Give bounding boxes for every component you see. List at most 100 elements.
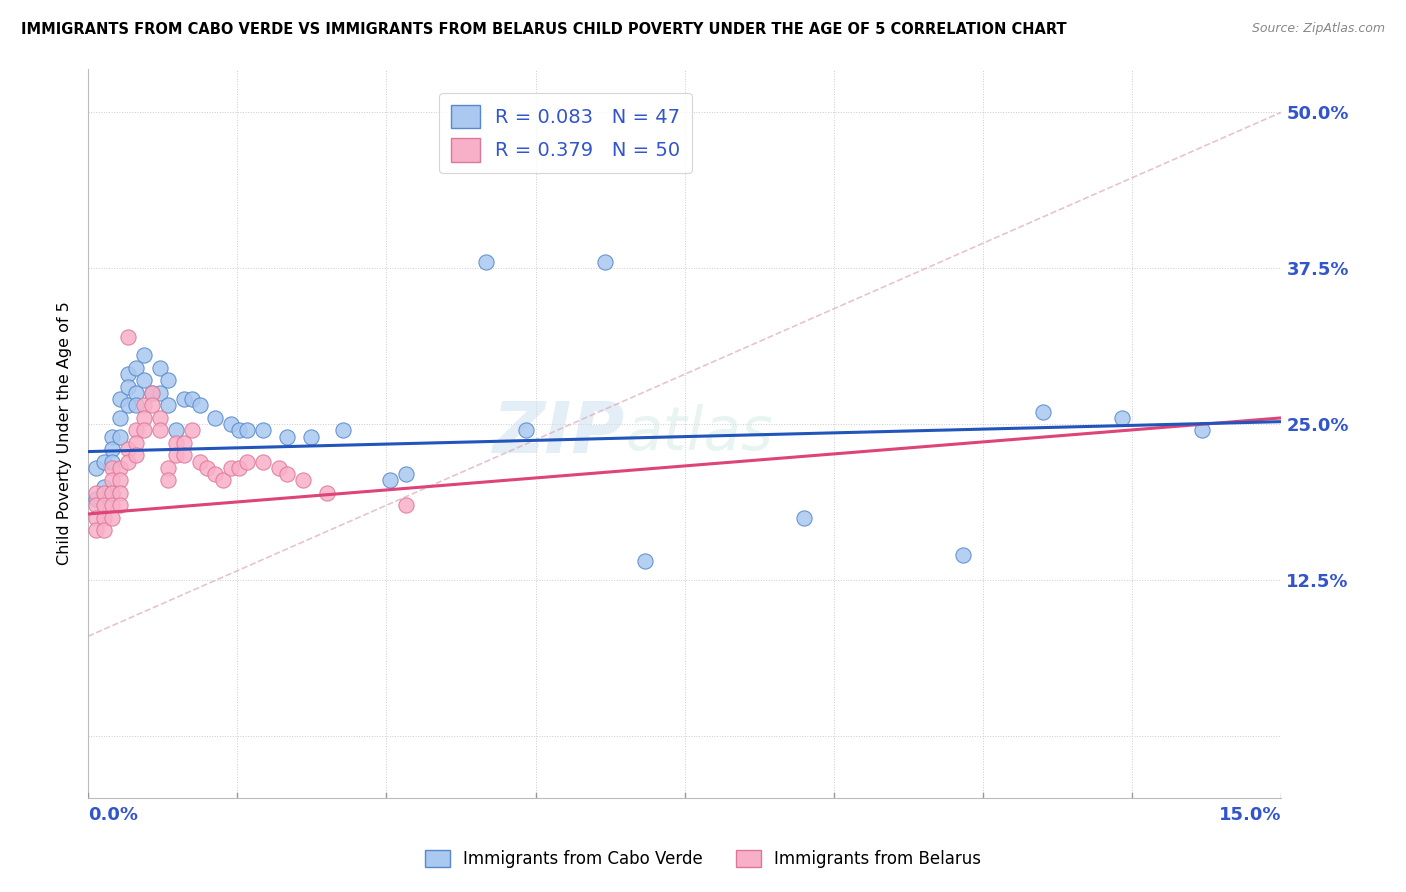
Point — [101, 442, 124, 456]
Text: atlas: atlas — [626, 404, 773, 463]
Point — [141, 398, 163, 412]
Point — [108, 485, 131, 500]
Point — [204, 410, 226, 425]
Text: Source: ZipAtlas.com: Source: ZipAtlas.com — [1251, 22, 1385, 36]
Point — [101, 485, 124, 500]
Point — [93, 479, 115, 493]
Point — [93, 510, 115, 524]
Point — [108, 473, 131, 487]
Point — [952, 548, 974, 562]
Point — [299, 429, 322, 443]
Point — [188, 454, 211, 468]
Point — [84, 491, 107, 506]
Point — [125, 448, 148, 462]
Point — [475, 255, 498, 269]
Point — [276, 429, 298, 443]
Point — [188, 398, 211, 412]
Point — [84, 523, 107, 537]
Text: 15.0%: 15.0% — [1219, 805, 1281, 824]
Point — [125, 423, 148, 437]
Point — [101, 473, 124, 487]
Point — [228, 460, 250, 475]
Point — [108, 460, 131, 475]
Point — [149, 410, 172, 425]
Point — [125, 435, 148, 450]
Point — [380, 473, 402, 487]
Point — [108, 410, 131, 425]
Point — [132, 398, 155, 412]
Point — [149, 361, 172, 376]
Point — [117, 398, 139, 412]
Point — [84, 498, 107, 512]
Point — [132, 349, 155, 363]
Point — [165, 435, 187, 450]
Point — [84, 460, 107, 475]
Point — [117, 442, 139, 456]
Point — [84, 485, 107, 500]
Point — [315, 485, 337, 500]
Point — [1111, 410, 1133, 425]
Text: 0.0%: 0.0% — [89, 805, 138, 824]
Point — [101, 510, 124, 524]
Point — [132, 374, 155, 388]
Point — [228, 423, 250, 437]
Point — [332, 423, 354, 437]
Point — [204, 467, 226, 481]
Text: IMMIGRANTS FROM CABO VERDE VS IMMIGRANTS FROM BELARUS CHILD POVERTY UNDER THE AG: IMMIGRANTS FROM CABO VERDE VS IMMIGRANTS… — [21, 22, 1067, 37]
Point — [221, 460, 243, 475]
Text: ZIP: ZIP — [494, 399, 626, 468]
Point — [173, 392, 195, 406]
Point — [125, 361, 148, 376]
Point — [101, 454, 124, 468]
Point — [141, 386, 163, 401]
Point — [141, 386, 163, 401]
Point — [276, 467, 298, 481]
Point — [236, 423, 259, 437]
Point — [180, 423, 202, 437]
Point — [1191, 423, 1213, 437]
Point — [117, 380, 139, 394]
Point — [156, 374, 179, 388]
Point — [108, 429, 131, 443]
Y-axis label: Child Poverty Under the Age of 5: Child Poverty Under the Age of 5 — [58, 301, 72, 566]
Point — [165, 423, 187, 437]
Point — [117, 330, 139, 344]
Point — [125, 386, 148, 401]
Point — [173, 435, 195, 450]
Point — [165, 448, 187, 462]
Point — [132, 410, 155, 425]
Point — [395, 498, 418, 512]
Legend: Immigrants from Cabo Verde, Immigrants from Belarus: Immigrants from Cabo Verde, Immigrants f… — [418, 843, 988, 875]
Point — [93, 498, 115, 512]
Point — [180, 392, 202, 406]
Point — [93, 454, 115, 468]
Point — [793, 510, 815, 524]
Point — [1032, 404, 1054, 418]
Point — [593, 255, 616, 269]
Point — [101, 485, 124, 500]
Point — [515, 423, 537, 437]
Point — [236, 454, 259, 468]
Point — [173, 448, 195, 462]
Point — [84, 510, 107, 524]
Point — [101, 498, 124, 512]
Point — [197, 460, 219, 475]
Point — [267, 460, 290, 475]
Point — [634, 554, 657, 568]
Point — [252, 423, 274, 437]
Point — [93, 523, 115, 537]
Point — [252, 454, 274, 468]
Legend: R = 0.083   N = 47, R = 0.379   N = 50: R = 0.083 N = 47, R = 0.379 N = 50 — [439, 93, 692, 173]
Point — [156, 398, 179, 412]
Point — [149, 423, 172, 437]
Point — [108, 392, 131, 406]
Point — [156, 473, 179, 487]
Point — [125, 398, 148, 412]
Point — [108, 498, 131, 512]
Point — [101, 429, 124, 443]
Point — [212, 473, 235, 487]
Point — [101, 460, 124, 475]
Point — [156, 460, 179, 475]
Point — [117, 454, 139, 468]
Point — [93, 485, 115, 500]
